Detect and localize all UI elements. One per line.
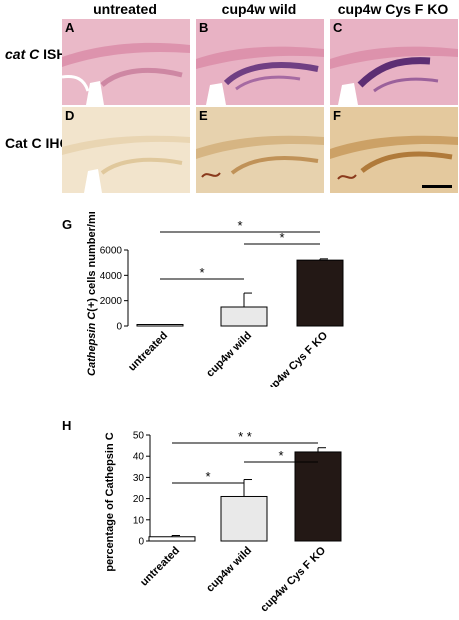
histology-ihc-wild bbox=[196, 107, 324, 193]
x-tick-label: untreated bbox=[126, 330, 170, 374]
panel-letter-d: D bbox=[65, 108, 75, 123]
y-tick-label: 4000 bbox=[100, 271, 123, 282]
bar bbox=[220, 306, 268, 327]
histology-ihc-ko bbox=[330, 107, 458, 193]
y-axis-label-rest: (+) cells number/mm bbox=[86, 212, 98, 312]
bar bbox=[294, 451, 342, 542]
panel-d-ihc-untreated: D bbox=[62, 107, 190, 193]
panel-letter-c: C bbox=[333, 20, 343, 35]
significance-marker: * bbox=[199, 265, 204, 280]
bar bbox=[148, 536, 196, 542]
panel-letter-g: G bbox=[62, 217, 73, 232]
significance-marker: * bbox=[278, 448, 283, 463]
row-label-ihc-text: Cat C IHC bbox=[5, 135, 70, 151]
histology-ish-untreated bbox=[62, 19, 190, 105]
y-tick-label: 2000 bbox=[100, 296, 123, 307]
row-label-ish-rest: ISH bbox=[39, 46, 67, 62]
x-tick-label: cup4w Cys F KO bbox=[258, 544, 328, 612]
bar bbox=[136, 324, 184, 327]
y-axis-label: percentage of Cathepsin C bbox=[104, 432, 116, 571]
y-tick-label: 10 bbox=[133, 515, 145, 526]
x-tick-label: cup4w wild bbox=[204, 545, 254, 595]
y-tick-label: 30 bbox=[133, 473, 145, 484]
chart-g-cathepsin-c-cells: 0 2000 4000 6000 untreated cup4w wild cup4w Cy… bbox=[84, 212, 344, 387]
panel-a-ish-untreated: A bbox=[62, 19, 190, 105]
y-axis-label: Cathepsin C(+) cells number/mm2 bbox=[84, 212, 99, 376]
panel-letter-h: H bbox=[62, 418, 72, 433]
column-header-untreated: untreated bbox=[93, 1, 157, 17]
y-tick-label: 6000 bbox=[100, 246, 123, 257]
panel-letter-a: A bbox=[65, 20, 75, 35]
panel-f-ihc-ko: F bbox=[330, 107, 458, 193]
y-axis-label-italic: Cathepsin C bbox=[86, 311, 98, 376]
significance-marker: * * bbox=[238, 429, 252, 444]
bar bbox=[296, 259, 344, 327]
histology-ihc-untreated bbox=[62, 107, 190, 193]
scale-bar bbox=[422, 185, 452, 188]
panel-letter-e: E bbox=[199, 108, 208, 123]
row-label-ish-italic: cat C bbox=[5, 46, 40, 62]
column-header-cup4w-wild: cup4w wild bbox=[221, 1, 297, 17]
histology-ish-wild bbox=[196, 19, 324, 105]
panel-c-ish-ko: C bbox=[330, 19, 458, 105]
y-tick-label: 0 bbox=[138, 537, 144, 548]
y-tick-label: 50 bbox=[133, 431, 145, 442]
bar bbox=[220, 495, 268, 542]
y-tick-label: 20 bbox=[133, 494, 145, 505]
y-tick-label: 40 bbox=[133, 452, 145, 463]
panel-letter-f: F bbox=[333, 108, 341, 123]
panel-e-ihc-wild: E bbox=[196, 107, 324, 193]
significance-marker: * bbox=[237, 218, 242, 233]
panel-letter-b: B bbox=[199, 20, 209, 35]
row-label-ish: cat C ISH bbox=[5, 46, 66, 62]
x-tick-label: cup4w wild bbox=[204, 330, 254, 380]
significance-marker: * bbox=[279, 230, 284, 245]
row-label-ihc: Cat C IHC bbox=[5, 135, 70, 151]
x-tick-label: cup4w Cys F KO bbox=[260, 329, 330, 387]
y-tick-label: 0 bbox=[116, 322, 122, 333]
column-header-cup4w-cys-f-ko: cup4w Cys F KO bbox=[337, 1, 449, 17]
x-tick-label: untreated bbox=[138, 545, 182, 589]
chart-h-percentage-cathepsin-c: 0 10 20 30 40 50 untreated cup4w wild cup4w Cys … bbox=[104, 429, 342, 612]
panel-b-ish-wild: B bbox=[196, 19, 324, 105]
histology-ish-ko bbox=[330, 19, 458, 105]
significance-marker: * bbox=[205, 469, 210, 484]
